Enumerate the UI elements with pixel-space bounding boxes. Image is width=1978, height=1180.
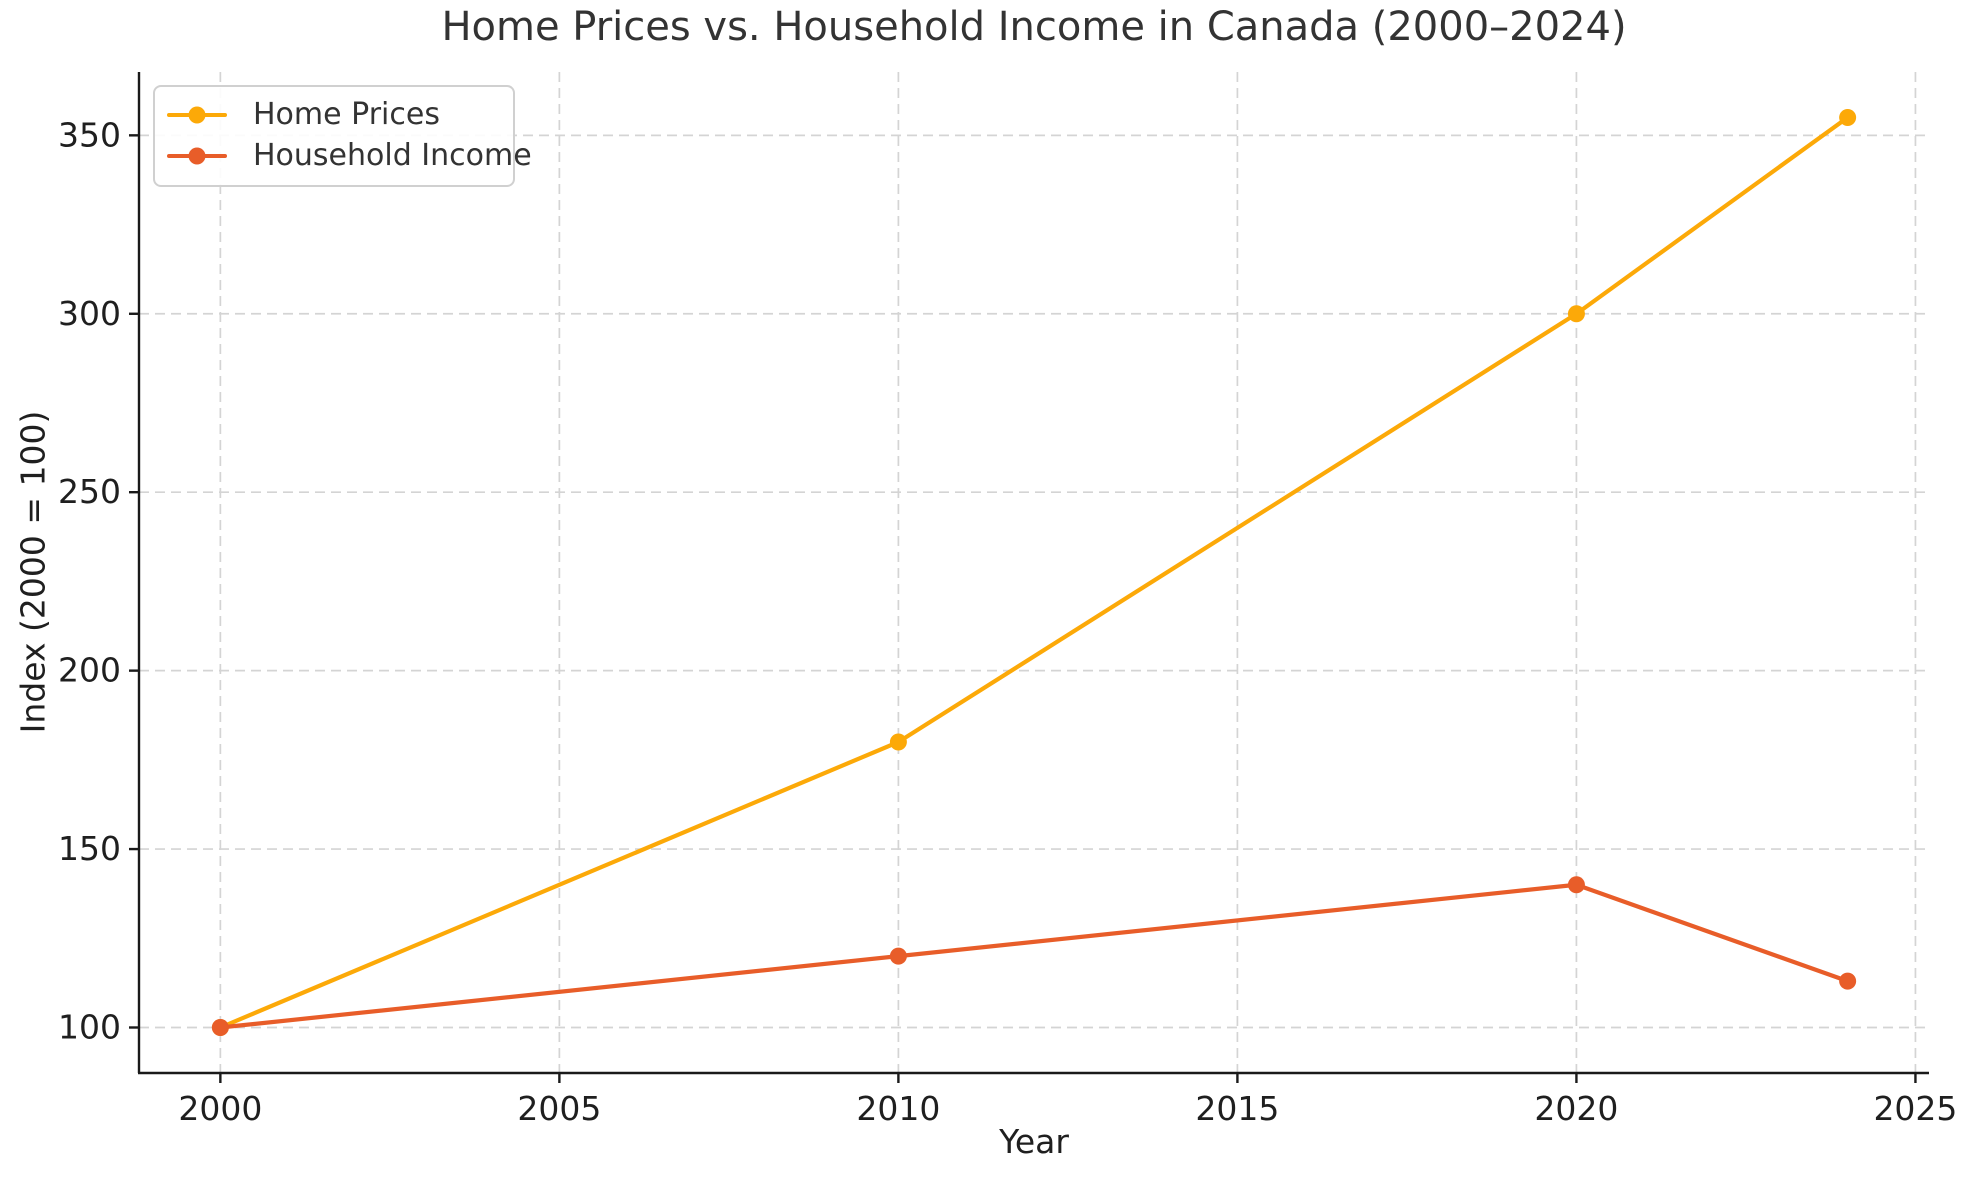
svg-text:2015: 2015 [1195, 1089, 1279, 1128]
svg-text:2010: 2010 [856, 1089, 940, 1128]
legend: Home Prices Household Income [153, 85, 532, 187]
legend-label-home-prices: Home Prices [253, 97, 440, 132]
gridlines [139, 72, 1929, 1073]
svg-text:300: 300 [58, 294, 121, 333]
svg-text:100: 100 [58, 1008, 121, 1047]
legend-entry-home-prices: Home Prices [167, 94, 499, 135]
axis-ticks [129, 134, 1917, 1083]
chart-title: Home Prices vs. Household Income in Cana… [441, 4, 1627, 50]
x-axis-label: Year [999, 1122, 1069, 1161]
svg-text:2000: 2000 [178, 1089, 262, 1128]
svg-text:2020: 2020 [1534, 1089, 1618, 1128]
svg-text:250: 250 [58, 472, 121, 511]
legend-line-marker-household-income [167, 147, 227, 164]
legend-line-marker-home-prices [167, 106, 227, 123]
svg-text:2005: 2005 [517, 1089, 601, 1128]
svg-text:200: 200 [58, 651, 121, 690]
svg-text:2025: 2025 [1873, 1089, 1957, 1128]
axis-tick-labels: 2000 2005 2010 2015 2020 2025 100 150 200 250 300 3… [58, 115, 1957, 1128]
axis-spines [137, 72, 1929, 1075]
svg-text:350: 350 [58, 115, 121, 154]
svg-text:150: 150 [58, 829, 121, 868]
legend-entry-household-income: Household Income [167, 135, 532, 176]
legend-label-household-income: Household Income [253, 138, 532, 173]
data-series [211, 109, 1857, 1036]
